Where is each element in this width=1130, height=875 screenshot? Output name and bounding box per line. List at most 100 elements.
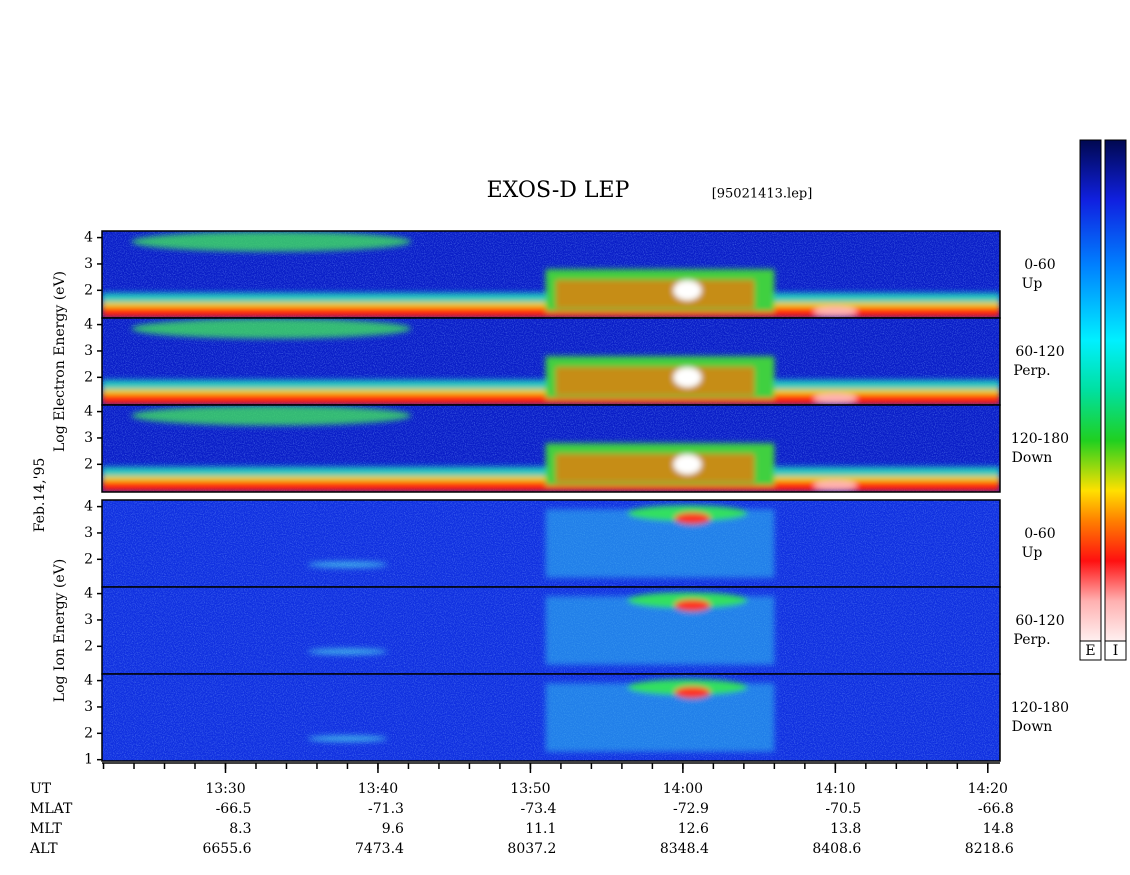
burst-core — [555, 453, 755, 483]
features — [307, 592, 775, 665]
y-tick-label: 4 — [84, 317, 93, 333]
direction-label: Perp. — [1013, 363, 1050, 379]
row-label: MLT — [30, 821, 62, 837]
features — [102, 405, 1000, 492]
features — [307, 505, 775, 578]
colorbar-label-box — [1079, 640, 1102, 661]
direction-label: Perp. — [1013, 632, 1050, 648]
row-label: ALT — [29, 841, 58, 857]
pitch-label: 0-60 — [1024, 526, 1055, 542]
spectrogram-image — [102, 500, 1000, 587]
ephemeris-value: 13.8 — [830, 821, 861, 837]
ephemeris-value: 11.1 — [525, 821, 556, 837]
features — [102, 231, 1000, 318]
y-tick-label: 3 — [84, 343, 93, 359]
hot-spot — [673, 367, 702, 388]
burst-core — [555, 366, 755, 396]
y-tick-label: 2 — [84, 369, 93, 385]
hot-spot — [673, 454, 702, 475]
x-tick-label: 13:30 — [205, 781, 245, 797]
colorbar — [1079, 139, 1102, 642]
y-tick-label: 2 — [84, 282, 93, 298]
spectrogram-image — [102, 231, 1000, 318]
features — [307, 679, 775, 752]
ephemeris-value: -72.9 — [673, 801, 709, 817]
cloud — [131, 405, 412, 426]
pitch-label: 120-180 — [1011, 431, 1069, 447]
panel-frame — [101, 673, 1001, 762]
y-tick-label: 3 — [84, 430, 93, 446]
ephemeris-value: -70.5 — [825, 801, 861, 817]
file-label: [95021413.lep] — [712, 187, 813, 202]
y-tick-label: 4 — [84, 230, 93, 246]
column — [545, 596, 775, 665]
cloud — [131, 318, 412, 339]
cap-red — [674, 512, 711, 525]
ephemeris-value: 9.6 — [382, 821, 404, 837]
date-label: Feb.14,'95 — [32, 458, 48, 533]
pitch-label: 0-60 — [1024, 257, 1055, 273]
y-tick-label: 3 — [84, 612, 93, 628]
y-tick-label: 3 — [84, 256, 93, 272]
chart-title: EXOS-D LEP — [487, 178, 630, 203]
band-red — [102, 307, 1000, 318]
streak — [307, 735, 388, 742]
ephemeris-value: 8.3 — [229, 821, 251, 837]
direction-label: Up — [1022, 545, 1043, 561]
spectrogram-image — [102, 674, 1000, 761]
pitch-label: 120-180 — [1011, 700, 1069, 716]
ephemeris-value: -73.4 — [521, 801, 557, 817]
y-tick-label: 2 — [84, 638, 93, 654]
ephemeris-value: -66.5 — [216, 801, 252, 817]
spectrogram-image — [102, 587, 1000, 674]
cap-red — [674, 599, 711, 612]
y-tick-label: 1 — [84, 752, 93, 768]
ephemeris-value: 7473.4 — [355, 841, 404, 857]
ephemeris-value: 8037.2 — [507, 841, 556, 857]
colorbar — [1104, 139, 1127, 642]
y-tick-label: 2 — [84, 551, 93, 567]
column — [545, 509, 775, 578]
y-tick-label: 4 — [84, 404, 93, 420]
spectrogram-image — [102, 405, 1000, 492]
x-tick-label: 13:50 — [510, 781, 550, 797]
ephemeris-value: 8408.6 — [812, 841, 861, 857]
ephemeris-value: 8348.4 — [660, 841, 709, 857]
ephemeris-value: -71.3 — [368, 801, 404, 817]
ephemeris-value: 14.8 — [983, 821, 1014, 837]
x-tick-label: 13:40 — [358, 781, 398, 797]
row-label: UT — [30, 781, 52, 797]
colorbar-label: I — [1113, 643, 1119, 659]
direction-label: Down — [1012, 719, 1053, 735]
pitch-label: 60-120 — [1015, 613, 1064, 629]
colorbar-label: E — [1085, 643, 1095, 659]
spot — [813, 480, 858, 491]
panel-frame — [101, 404, 1001, 493]
hot-spot — [673, 280, 702, 301]
burst-core — [555, 279, 755, 309]
row-label: MLAT — [30, 801, 73, 817]
pitch-label: 60-120 — [1015, 344, 1064, 360]
features — [102, 318, 1000, 405]
cloud — [131, 231, 412, 252]
y-tick-label: 4 — [84, 673, 93, 689]
y-tick-label: 4 — [84, 499, 93, 515]
direction-label: Up — [1022, 276, 1043, 292]
colorbar-label-box — [1104, 640, 1127, 661]
x-tick-label: 14:00 — [663, 781, 703, 797]
y-tick-label: 3 — [84, 525, 93, 541]
y-tick-label: 2 — [84, 456, 93, 472]
streak — [307, 648, 388, 655]
y-tick-label: 2 — [84, 725, 93, 741]
x-tick-label: 14:20 — [968, 781, 1008, 797]
y-tick-label: 3 — [84, 699, 93, 715]
y-axis-label: Log Electron Energy (eV) — [52, 271, 68, 452]
cap-red — [674, 686, 711, 699]
ephemeris-value: 12.6 — [678, 821, 709, 837]
band-red — [102, 481, 1000, 492]
ephemeris-value: 8218.6 — [965, 841, 1014, 857]
y-tick-label: 4 — [84, 586, 93, 602]
direction-label: Down — [1012, 450, 1053, 466]
spot — [813, 306, 858, 317]
